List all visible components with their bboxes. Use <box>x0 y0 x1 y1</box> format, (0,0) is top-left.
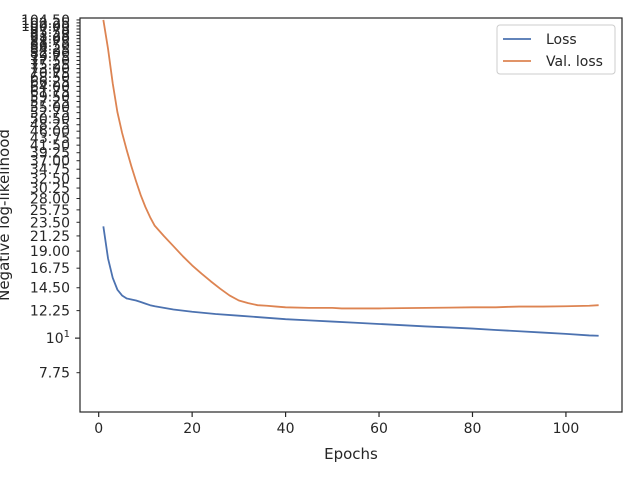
x-tick-label: 60 <box>370 421 388 437</box>
y-tick-label: 70.75 <box>30 66 70 82</box>
y-tick-label: 7.75 <box>39 366 70 382</box>
y-tick-label: 41.50 <box>30 138 70 154</box>
y-tick-label: 73.00 <box>30 62 70 78</box>
y-tick-label: 55.00 <box>30 100 70 116</box>
y-major-tick-label: 101 <box>46 329 70 347</box>
y-tick-label: 14.50 <box>30 281 70 297</box>
y-tick-label: 75.25 <box>30 57 70 73</box>
x-axis-title: Epochs <box>324 445 378 463</box>
legend-label-1: Loss <box>546 32 577 48</box>
y-tick-label: 28.00 <box>30 192 70 208</box>
plot-frame <box>79 17 623 413</box>
y-tick-label: 21.25 <box>30 229 70 245</box>
y-tick-label: 48.25 <box>30 118 70 134</box>
y-tick-label: 84.25 <box>30 42 70 58</box>
y-tick-label: 59.50 <box>30 89 70 105</box>
x-tick-label: 80 <box>464 421 482 437</box>
x-tick-label: 40 <box>277 421 295 437</box>
y-tick-label: 32.50 <box>30 171 70 187</box>
x-tick-label: 20 <box>183 421 201 437</box>
plot-lines <box>102 19 599 337</box>
y-tick-label: 37.00 <box>30 154 70 170</box>
y-tick-label: 95.50 <box>30 25 70 41</box>
y-tick-label: 93.25 <box>30 28 70 44</box>
y-tick-label: 30.25 <box>30 181 70 197</box>
y-tick-label: 104.50 <box>21 13 70 29</box>
y-tick-label: 100.00 <box>21 19 70 35</box>
y-tick-label: 23.50 <box>30 215 70 231</box>
y-axis-title: Negative log-likelihood <box>0 129 13 301</box>
y-tick-label: 66.25 <box>30 75 70 91</box>
x-tick-label: 0 <box>94 421 103 437</box>
y-tick-label: 43.75 <box>30 131 70 147</box>
y-tick-label: 61.75 <box>30 84 70 100</box>
y-tick-label: 91.00 <box>30 32 70 48</box>
y-tick-label: 77.50 <box>30 53 70 69</box>
x-axis: 0 20 40 60 80 100 <box>94 412 579 437</box>
legend-label-2: Val. loss <box>546 54 603 70</box>
y-tick-label: 52.75 <box>30 106 70 122</box>
y-tick-label: 79.75 <box>30 50 70 66</box>
y-tick-label: 82.00 <box>30 46 70 62</box>
x-tick-label: 100 <box>553 421 580 437</box>
series-line-2 <box>102 19 599 310</box>
y-axis: 7.75 12.25 14.50 16.7519.0021.2523.5025.752… <box>21 13 80 382</box>
y-tick-label: 16.75 <box>30 261 70 277</box>
y-tick-label: 39.25 <box>30 146 70 162</box>
y-tick-label: 86.50 <box>30 39 70 55</box>
y-tick-label: 34.75 <box>30 162 70 178</box>
y-tick-label: 102.25 <box>21 16 70 32</box>
y-tick-label: 97.75 <box>30 22 70 38</box>
y-tick-label: 50.50 <box>30 112 70 128</box>
y-tick-label: 57.25 <box>30 95 70 111</box>
legend: Loss Val. loss <box>496 24 616 75</box>
y-tick-label: 12.25 <box>30 304 70 320</box>
y-tick-label: 19.00 <box>30 244 70 260</box>
y-tick-label: 25.75 <box>30 203 70 219</box>
y-tick-label: 46.00 <box>30 124 70 140</box>
y-tick-label: 64.00 <box>30 79 70 95</box>
y-tick-label: 88.75 <box>30 35 70 51</box>
series-line-1 <box>102 226 599 337</box>
y-tick-label: 68.50 <box>30 70 70 86</box>
